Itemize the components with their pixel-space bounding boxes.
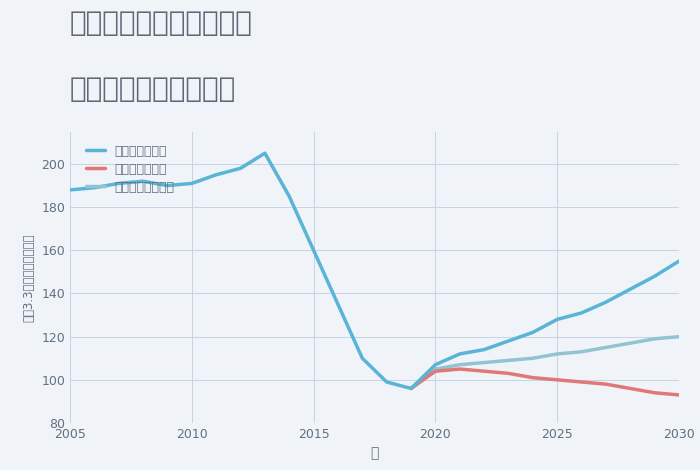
グッドシナリオ — [90, 185, 99, 190]
グッドシナリオ — [358, 355, 367, 361]
グッドシナリオ — [260, 150, 269, 156]
Line: バッドシナリオ: バッドシナリオ — [411, 369, 679, 395]
グッドシナリオ — [66, 187, 74, 193]
Text: 中古戸建ての価格推移: 中古戸建ての価格推移 — [70, 75, 237, 103]
ノーマルシナリオ — [456, 362, 464, 368]
バッドシナリオ — [650, 390, 659, 396]
バッドシナリオ — [407, 386, 415, 392]
Legend: グッドシナリオ, バッドシナリオ, ノーマルシナリオ: グッドシナリオ, バッドシナリオ, ノーマルシナリオ — [83, 141, 178, 197]
バッドシナリオ — [626, 386, 634, 392]
グッドシナリオ — [602, 299, 610, 305]
バッドシナリオ — [553, 377, 561, 383]
ノーマルシナリオ — [626, 340, 634, 346]
グッドシナリオ — [163, 183, 172, 188]
グッドシナリオ — [407, 386, 415, 392]
バッドシナリオ — [675, 392, 683, 398]
グッドシナリオ — [309, 248, 318, 253]
グッドシナリオ — [675, 258, 683, 264]
グッドシナリオ — [504, 338, 512, 344]
ノーマルシナリオ — [528, 355, 537, 361]
バッドシナリオ — [504, 370, 512, 376]
グッドシナリオ — [139, 179, 147, 184]
X-axis label: 年: 年 — [370, 446, 379, 461]
バッドシナリオ — [528, 375, 537, 381]
Text: 兵庫県川西市けやき坂の: 兵庫県川西市けやき坂の — [70, 9, 253, 38]
バッドシナリオ — [602, 381, 610, 387]
グッドシナリオ — [528, 329, 537, 335]
グッドシナリオ — [553, 317, 561, 322]
ノーマルシナリオ — [407, 386, 415, 392]
バッドシナリオ — [578, 379, 586, 385]
ノーマルシナリオ — [504, 358, 512, 363]
ノーマルシナリオ — [602, 345, 610, 350]
バッドシナリオ — [431, 368, 440, 374]
Line: グッドシナリオ: グッドシナリオ — [70, 153, 679, 389]
グッドシナリオ — [237, 165, 245, 171]
バッドシナリオ — [456, 366, 464, 372]
グッドシナリオ — [480, 347, 489, 352]
グッドシナリオ — [456, 351, 464, 357]
ノーマルシナリオ — [553, 351, 561, 357]
ノーマルシナリオ — [578, 349, 586, 354]
グッドシナリオ — [626, 286, 634, 292]
グッドシナリオ — [578, 310, 586, 316]
グッドシナリオ — [285, 194, 293, 199]
グッドシナリオ — [431, 362, 440, 368]
グッドシナリオ — [212, 172, 220, 178]
Y-axis label: 坪（3.3㎡）単価（万円）: 坪（3.3㎡）単価（万円） — [22, 233, 36, 321]
バッドシナリオ — [480, 368, 489, 374]
グッドシナリオ — [334, 301, 342, 307]
Line: ノーマルシナリオ: ノーマルシナリオ — [411, 337, 679, 389]
グッドシナリオ — [188, 180, 196, 186]
ノーマルシナリオ — [431, 366, 440, 372]
ノーマルシナリオ — [650, 336, 659, 342]
ノーマルシナリオ — [675, 334, 683, 339]
グッドシナリオ — [115, 180, 123, 186]
グッドシナリオ — [382, 379, 391, 385]
グッドシナリオ — [650, 274, 659, 279]
ノーマルシナリオ — [480, 360, 489, 365]
